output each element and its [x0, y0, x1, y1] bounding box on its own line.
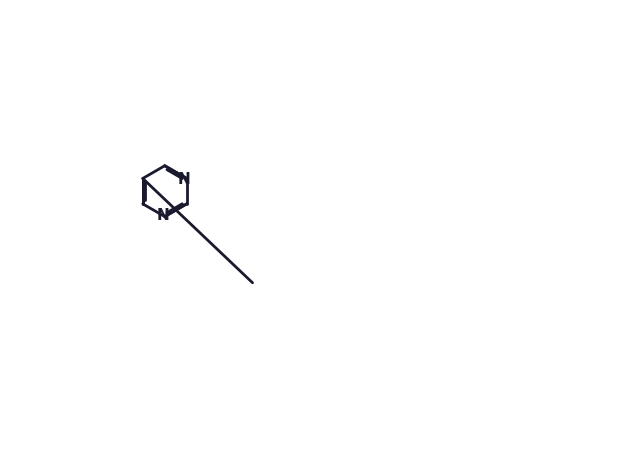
Text: N: N — [177, 172, 190, 188]
Text: N: N — [157, 208, 170, 222]
